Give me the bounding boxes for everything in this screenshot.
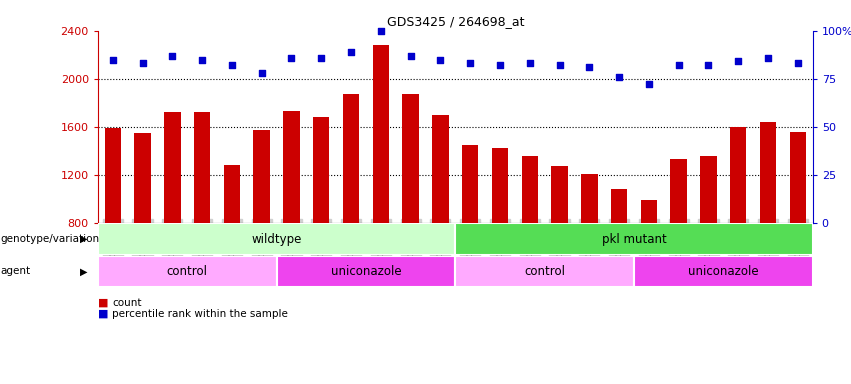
Text: genotype/variation: genotype/variation <box>1 234 100 244</box>
Bar <box>641 200 657 223</box>
Text: wildtype: wildtype <box>251 233 302 246</box>
Point <box>761 55 774 61</box>
Point <box>642 81 655 88</box>
Text: ▶: ▶ <box>80 234 87 244</box>
Text: percentile rank within the sample: percentile rank within the sample <box>112 309 288 319</box>
Text: ■: ■ <box>98 309 108 319</box>
Point <box>196 56 209 63</box>
Point <box>433 56 448 63</box>
Point <box>553 62 567 68</box>
Bar <box>277 256 455 287</box>
Bar <box>283 111 300 223</box>
Bar <box>254 130 270 223</box>
Text: ▶: ▶ <box>80 266 87 276</box>
Bar <box>522 156 538 223</box>
Bar <box>492 148 508 223</box>
Point <box>612 74 625 80</box>
Bar <box>634 256 813 287</box>
Bar <box>224 165 240 223</box>
Bar <box>313 117 329 223</box>
Point <box>315 55 328 61</box>
Bar <box>700 156 717 223</box>
Text: uniconazole: uniconazole <box>331 265 401 278</box>
Text: control: control <box>524 265 565 278</box>
Point <box>701 62 715 68</box>
Point <box>106 56 119 63</box>
Point <box>523 60 536 66</box>
Bar <box>730 127 746 223</box>
Bar <box>98 223 455 255</box>
Bar <box>760 122 776 223</box>
Text: uniconazole: uniconazole <box>688 265 758 278</box>
Bar <box>105 128 121 223</box>
Text: pkl mutant: pkl mutant <box>602 233 666 246</box>
Bar <box>581 174 597 223</box>
Point <box>731 58 745 65</box>
Point <box>403 53 417 59</box>
Point <box>493 62 506 68</box>
Text: count: count <box>112 298 142 308</box>
Bar <box>611 189 627 223</box>
Bar <box>134 133 151 223</box>
Bar <box>462 145 478 223</box>
Bar <box>98 256 277 287</box>
Text: agent: agent <box>1 266 31 276</box>
Point <box>225 62 238 68</box>
Point <box>791 60 805 66</box>
Bar <box>551 166 568 223</box>
Point <box>374 28 387 34</box>
Bar <box>343 94 359 223</box>
Bar <box>455 223 813 255</box>
Point <box>255 70 269 76</box>
Point <box>136 60 150 66</box>
Point <box>284 55 298 61</box>
Bar <box>432 115 448 223</box>
Point <box>582 64 596 70</box>
Bar <box>403 94 419 223</box>
Point <box>672 62 686 68</box>
Bar <box>164 113 180 223</box>
Point <box>165 53 179 59</box>
Point <box>463 60 477 66</box>
Text: control: control <box>167 265 208 278</box>
Bar <box>455 256 634 287</box>
Bar <box>194 113 210 223</box>
Bar <box>790 131 806 223</box>
Point <box>344 49 357 55</box>
Bar <box>373 45 389 223</box>
Title: GDS3425 / 264698_at: GDS3425 / 264698_at <box>386 15 524 28</box>
Text: ■: ■ <box>98 298 108 308</box>
Bar <box>671 159 687 223</box>
